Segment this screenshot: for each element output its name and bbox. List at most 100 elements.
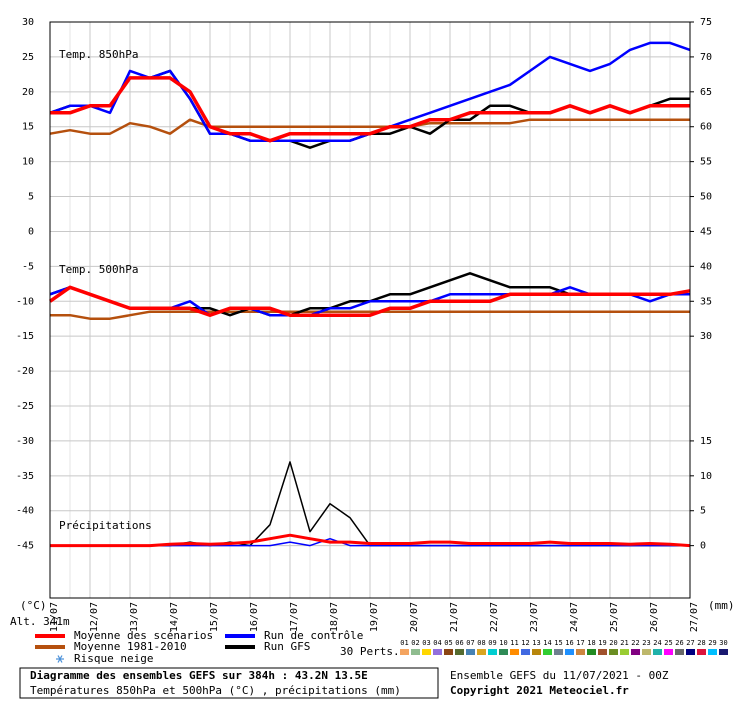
y2-tick-label: 50 (700, 192, 712, 203)
chart-title: Diagramme des ensembles GEFS sur 384h : … (30, 669, 368, 682)
series-line (50, 76, 690, 143)
y2-tick-label: 15 (700, 436, 712, 447)
perturbation-label: 12 (521, 639, 529, 647)
y-tick-label: 5 (28, 192, 34, 203)
perturbation-label: 13 (532, 639, 540, 647)
perturbation-label: 29 (708, 639, 716, 647)
y-tick-label: -35 (16, 471, 34, 482)
x-tick-label: 12/07 (89, 602, 100, 632)
y2-tick-label: 0 (700, 541, 706, 552)
perturbation-swatch (433, 649, 442, 655)
perturbation-label: 08 (477, 639, 485, 647)
y2-tick-label: 35 (700, 296, 712, 307)
perturbations-label: 30 Perts. (340, 645, 400, 658)
x-tick-label: 26/07 (649, 602, 660, 632)
perturbation-label: 15 (554, 639, 562, 647)
x-tick-label: 21/07 (449, 602, 460, 632)
perturbation-swatch (554, 649, 563, 655)
perturbation-label: 22 (631, 639, 639, 647)
perturbation-swatch (631, 649, 640, 655)
copyright: Copyright 2021 Meteociel.fr (450, 684, 629, 697)
x-tick-label: 17/07 (289, 602, 300, 632)
perturbation-label: 25 (664, 639, 672, 647)
perturbation-label: 04 (433, 639, 441, 647)
x-tick-label: 13/07 (129, 602, 140, 632)
y-tick-label: -45 (16, 541, 34, 552)
perturbation-swatch (411, 649, 420, 655)
perturbation-label: 30 (719, 639, 727, 647)
snow-icon (56, 655, 64, 663)
perturbation-swatch (598, 649, 607, 655)
perturbation-label: 07 (466, 639, 474, 647)
y-axis-label: (°C) (20, 599, 47, 612)
perturbation-label: 11 (510, 639, 518, 647)
y-tick-label: -20 (16, 366, 34, 377)
perturbation-swatch (499, 649, 508, 655)
perturbation-label: 14 (543, 639, 551, 647)
perturbation-swatch (708, 649, 717, 655)
y-tick-label: 30 (22, 17, 34, 28)
y2-tick-label: 10 (700, 471, 712, 482)
y2-tick-label: 55 (700, 157, 712, 168)
perturbation-label: 26 (675, 639, 683, 647)
x-tick-label: 27/07 (689, 602, 700, 632)
y-tick-label: -25 (16, 401, 34, 412)
y-tick-label: -10 (16, 296, 34, 307)
perturbation-swatch (664, 649, 673, 655)
perturbation-label: 02 (411, 639, 419, 647)
y-tick-label: -5 (22, 261, 34, 272)
perturbation-label: 01 (400, 639, 408, 647)
perturbation-swatch (587, 649, 596, 655)
x-tick-label: 15/07 (209, 602, 220, 632)
x-tick-label: 25/07 (609, 602, 620, 632)
perturbation-swatch (609, 649, 618, 655)
perturbation-swatch (653, 649, 662, 655)
perturbation-swatch (565, 649, 574, 655)
perturbation-label: 03 (422, 639, 430, 647)
y2-tick-label: 30 (700, 331, 712, 342)
legend-label: Run GFS (264, 640, 310, 653)
y-tick-label: 25 (22, 52, 34, 63)
perturbation-label: 27 (686, 639, 694, 647)
chart-subtitle: Températures 850hPa et 500hPa (°C) , pré… (30, 684, 401, 697)
perturbation-label: 09 (488, 639, 496, 647)
lines (48, 41, 691, 548)
series-line (50, 310, 690, 320)
x-tick-label: 22/07 (489, 602, 500, 632)
series-line (50, 533, 691, 548)
y2-tick-label: 75 (700, 17, 712, 28)
y-tick-label: 20 (22, 87, 34, 98)
perturbation-swatch (697, 649, 706, 655)
panel-label: Temp. 850hPa (59, 48, 138, 61)
perturbation-swatch (719, 649, 728, 655)
legend-label: Risque neige (74, 652, 153, 665)
altitude: Alt. 341m (10, 615, 70, 628)
y2-axis-label: (mm) (708, 599, 735, 612)
perturbation-swatch (532, 649, 541, 655)
x-tick-label: 18/07 (329, 602, 340, 632)
perturbation-label: 05 (444, 639, 452, 647)
x-tick-label: 23/07 (529, 602, 540, 632)
perturbation-swatch (455, 649, 464, 655)
perturbation-label: 18 (587, 639, 595, 647)
y-tick-label: -30 (16, 436, 34, 447)
perturbation-label: 24 (653, 639, 661, 647)
perturbation-swatch (510, 649, 519, 655)
perturbation-label: 10 (499, 639, 507, 647)
legend-label: Run de contrôle (264, 629, 363, 642)
panel-label: Précipitations (59, 519, 152, 532)
perturbation-label: 23 (642, 639, 650, 647)
x-tick-label: 19/07 (369, 602, 380, 632)
y-tick-label: 0 (28, 226, 34, 237)
perturbation-swatch (466, 649, 475, 655)
y-tick-label: 15 (22, 122, 34, 133)
perturbation-swatch (543, 649, 552, 655)
y-tick-label: -15 (16, 331, 34, 342)
x-tick-label: 14/07 (169, 602, 180, 632)
perturbation-label: 28 (697, 639, 705, 647)
perturbation-swatch (521, 649, 530, 655)
title-box (19, 667, 439, 699)
